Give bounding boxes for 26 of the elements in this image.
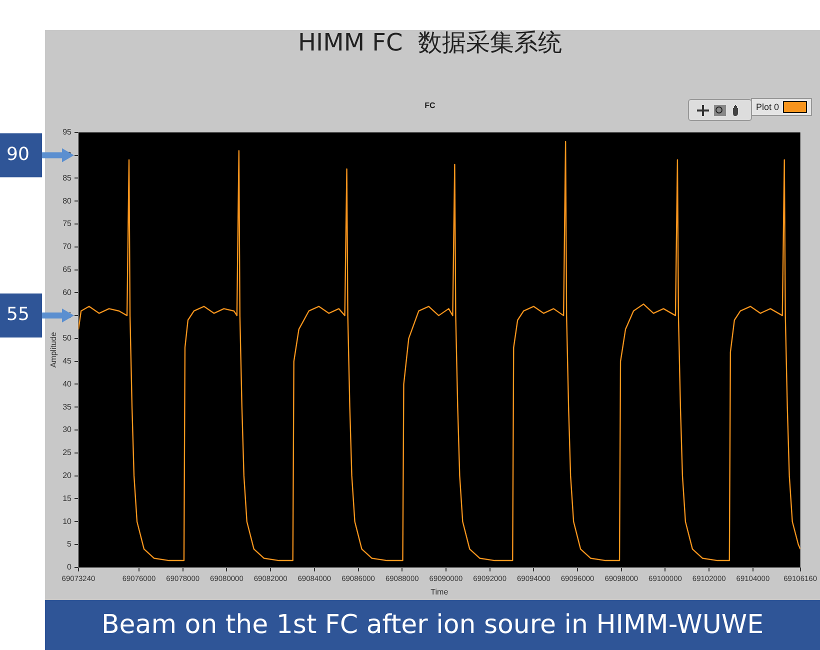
y-tick-label: 35 bbox=[62, 402, 72, 412]
y-tick-label: 0 bbox=[67, 562, 72, 572]
y-tick-label: 30 bbox=[62, 425, 72, 434]
chart-subtitle: FC bbox=[424, 100, 436, 110]
y-tick-label: 50 bbox=[62, 334, 72, 343]
ref-line-label: 55 bbox=[6, 304, 30, 326]
text: Beam on the 1st FC after ion soure in HIMM-WUWE bbox=[45, 600, 820, 650]
y-axis-title: Amplitude bbox=[49, 332, 58, 368]
chart-title: HIMM FC 数据采集系统 bbox=[298, 28, 562, 57]
y-tick-label: 85 bbox=[62, 173, 72, 182]
x-axis-title: Time bbox=[430, 587, 449, 596]
legend-label: Plot 0 bbox=[756, 102, 779, 112]
y-tick-label: 20 bbox=[62, 471, 72, 480]
y-tick-label: 40 bbox=[62, 379, 72, 388]
y-tick-label: 60 bbox=[62, 288, 72, 297]
y-tick-label: 45 bbox=[62, 356, 72, 366]
y-tick-label: 10 bbox=[62, 516, 72, 526]
y-tick-label: 5 bbox=[67, 540, 72, 549]
y-tick-label: 75 bbox=[62, 219, 72, 228]
y-tick-label: 80 bbox=[62, 196, 72, 206]
y-tick-label: 70 bbox=[62, 242, 72, 252]
y-tick-label: 65 bbox=[62, 264, 72, 274]
y-tick-label: 25 bbox=[62, 448, 72, 458]
y-tick-label: 15 bbox=[62, 494, 72, 503]
ref-line-label: 90 bbox=[6, 144, 30, 165]
y-tick-label: 95 bbox=[62, 128, 72, 137]
